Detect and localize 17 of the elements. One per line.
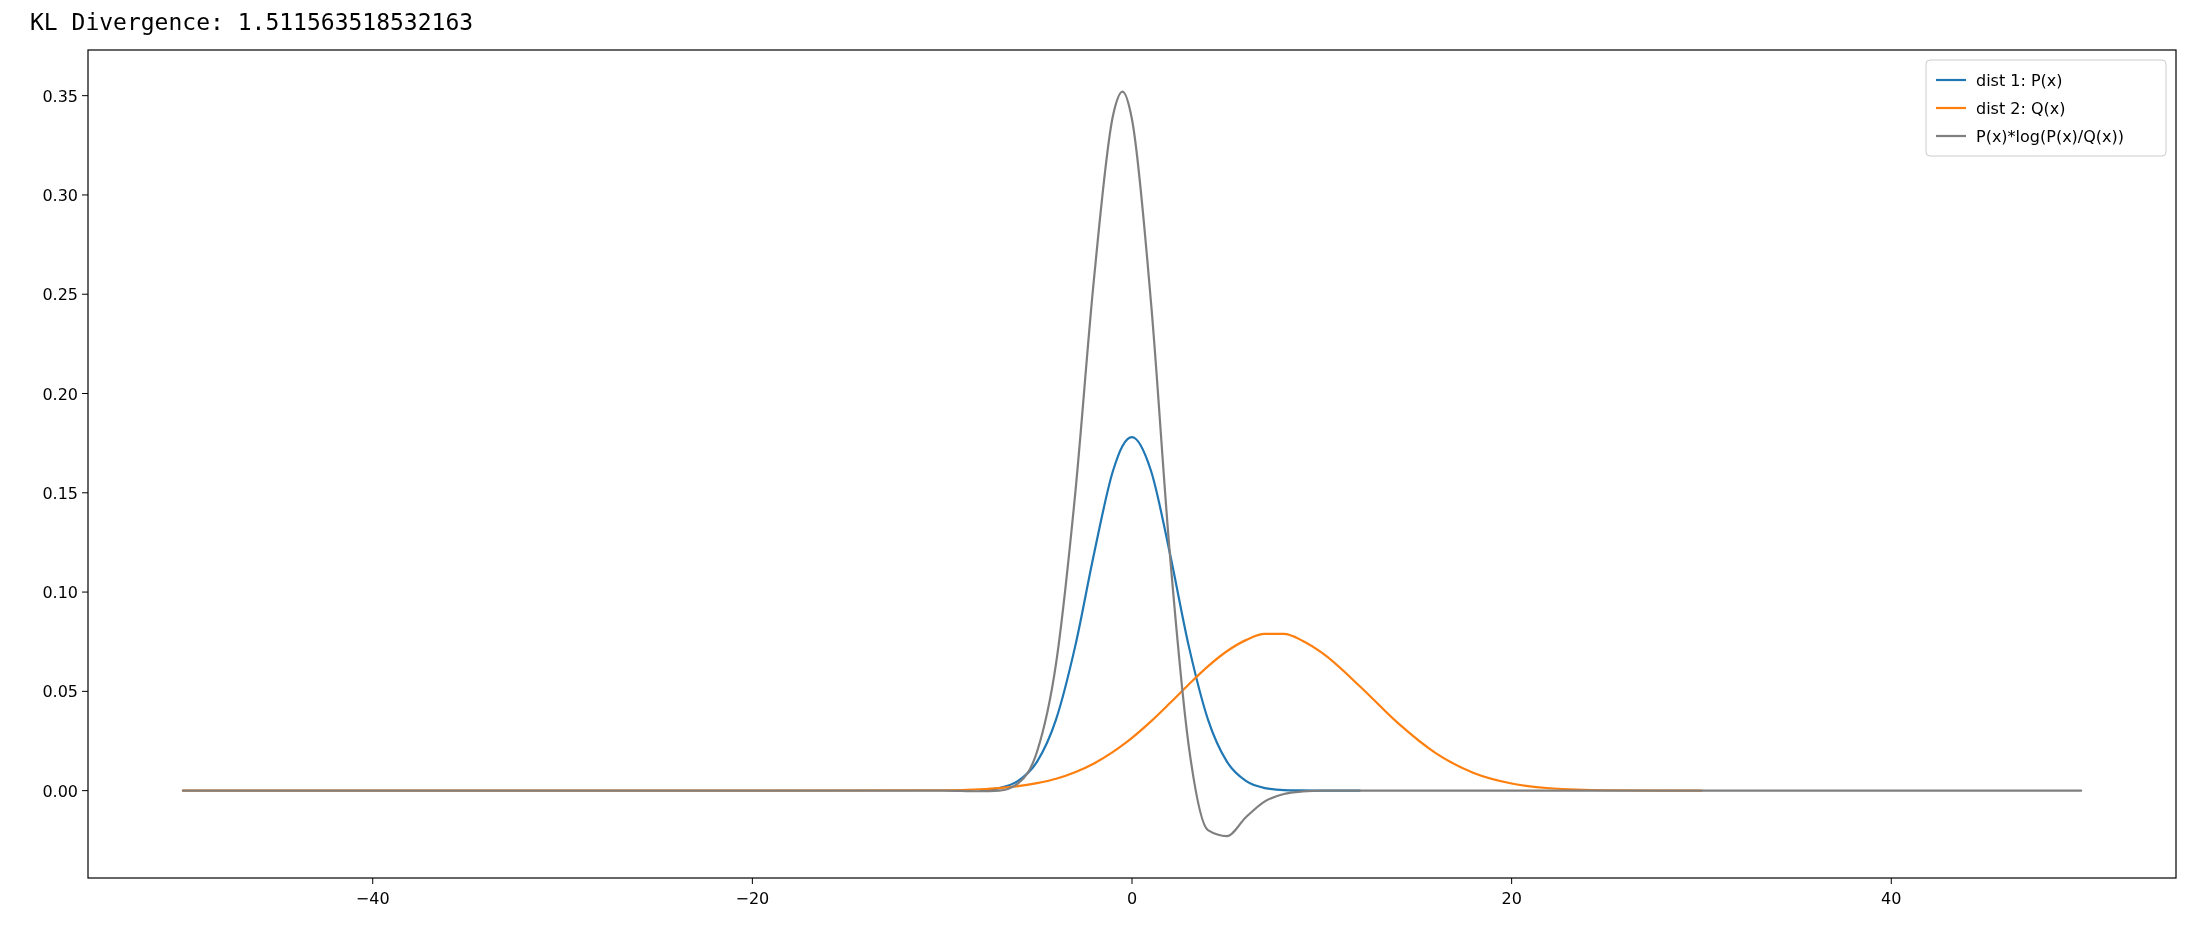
y-tick-label: 0.10 [42,583,78,603]
chart-title: KL Divergence: 1.511563518532163 [30,9,474,35]
legend-label: P(x)*log(P(x)/Q(x)) [1976,127,2125,146]
x-tick-label: −20 [735,889,770,908]
y-tick-label: 0.35 [42,86,78,106]
y-tick-label: 0.30 [42,185,78,205]
legend-label: dist 1: P(x) [1976,71,2063,90]
y-tick-label: 0.20 [42,384,78,404]
x-tick-label: −40 [355,889,390,908]
y-tick-label: 0.25 [42,285,78,305]
x-tick-label: 40 [1881,889,1902,908]
y-tick-label: 0.00 [42,781,78,801]
x-tick-label: 0 [1126,889,1138,908]
y-tick-label: 0.15 [42,483,78,503]
x-tick-label: 20 [1501,889,1522,908]
y-tick-label: 0.05 [42,682,78,702]
legend-label: dist 2: Q(x) [1976,99,2066,118]
